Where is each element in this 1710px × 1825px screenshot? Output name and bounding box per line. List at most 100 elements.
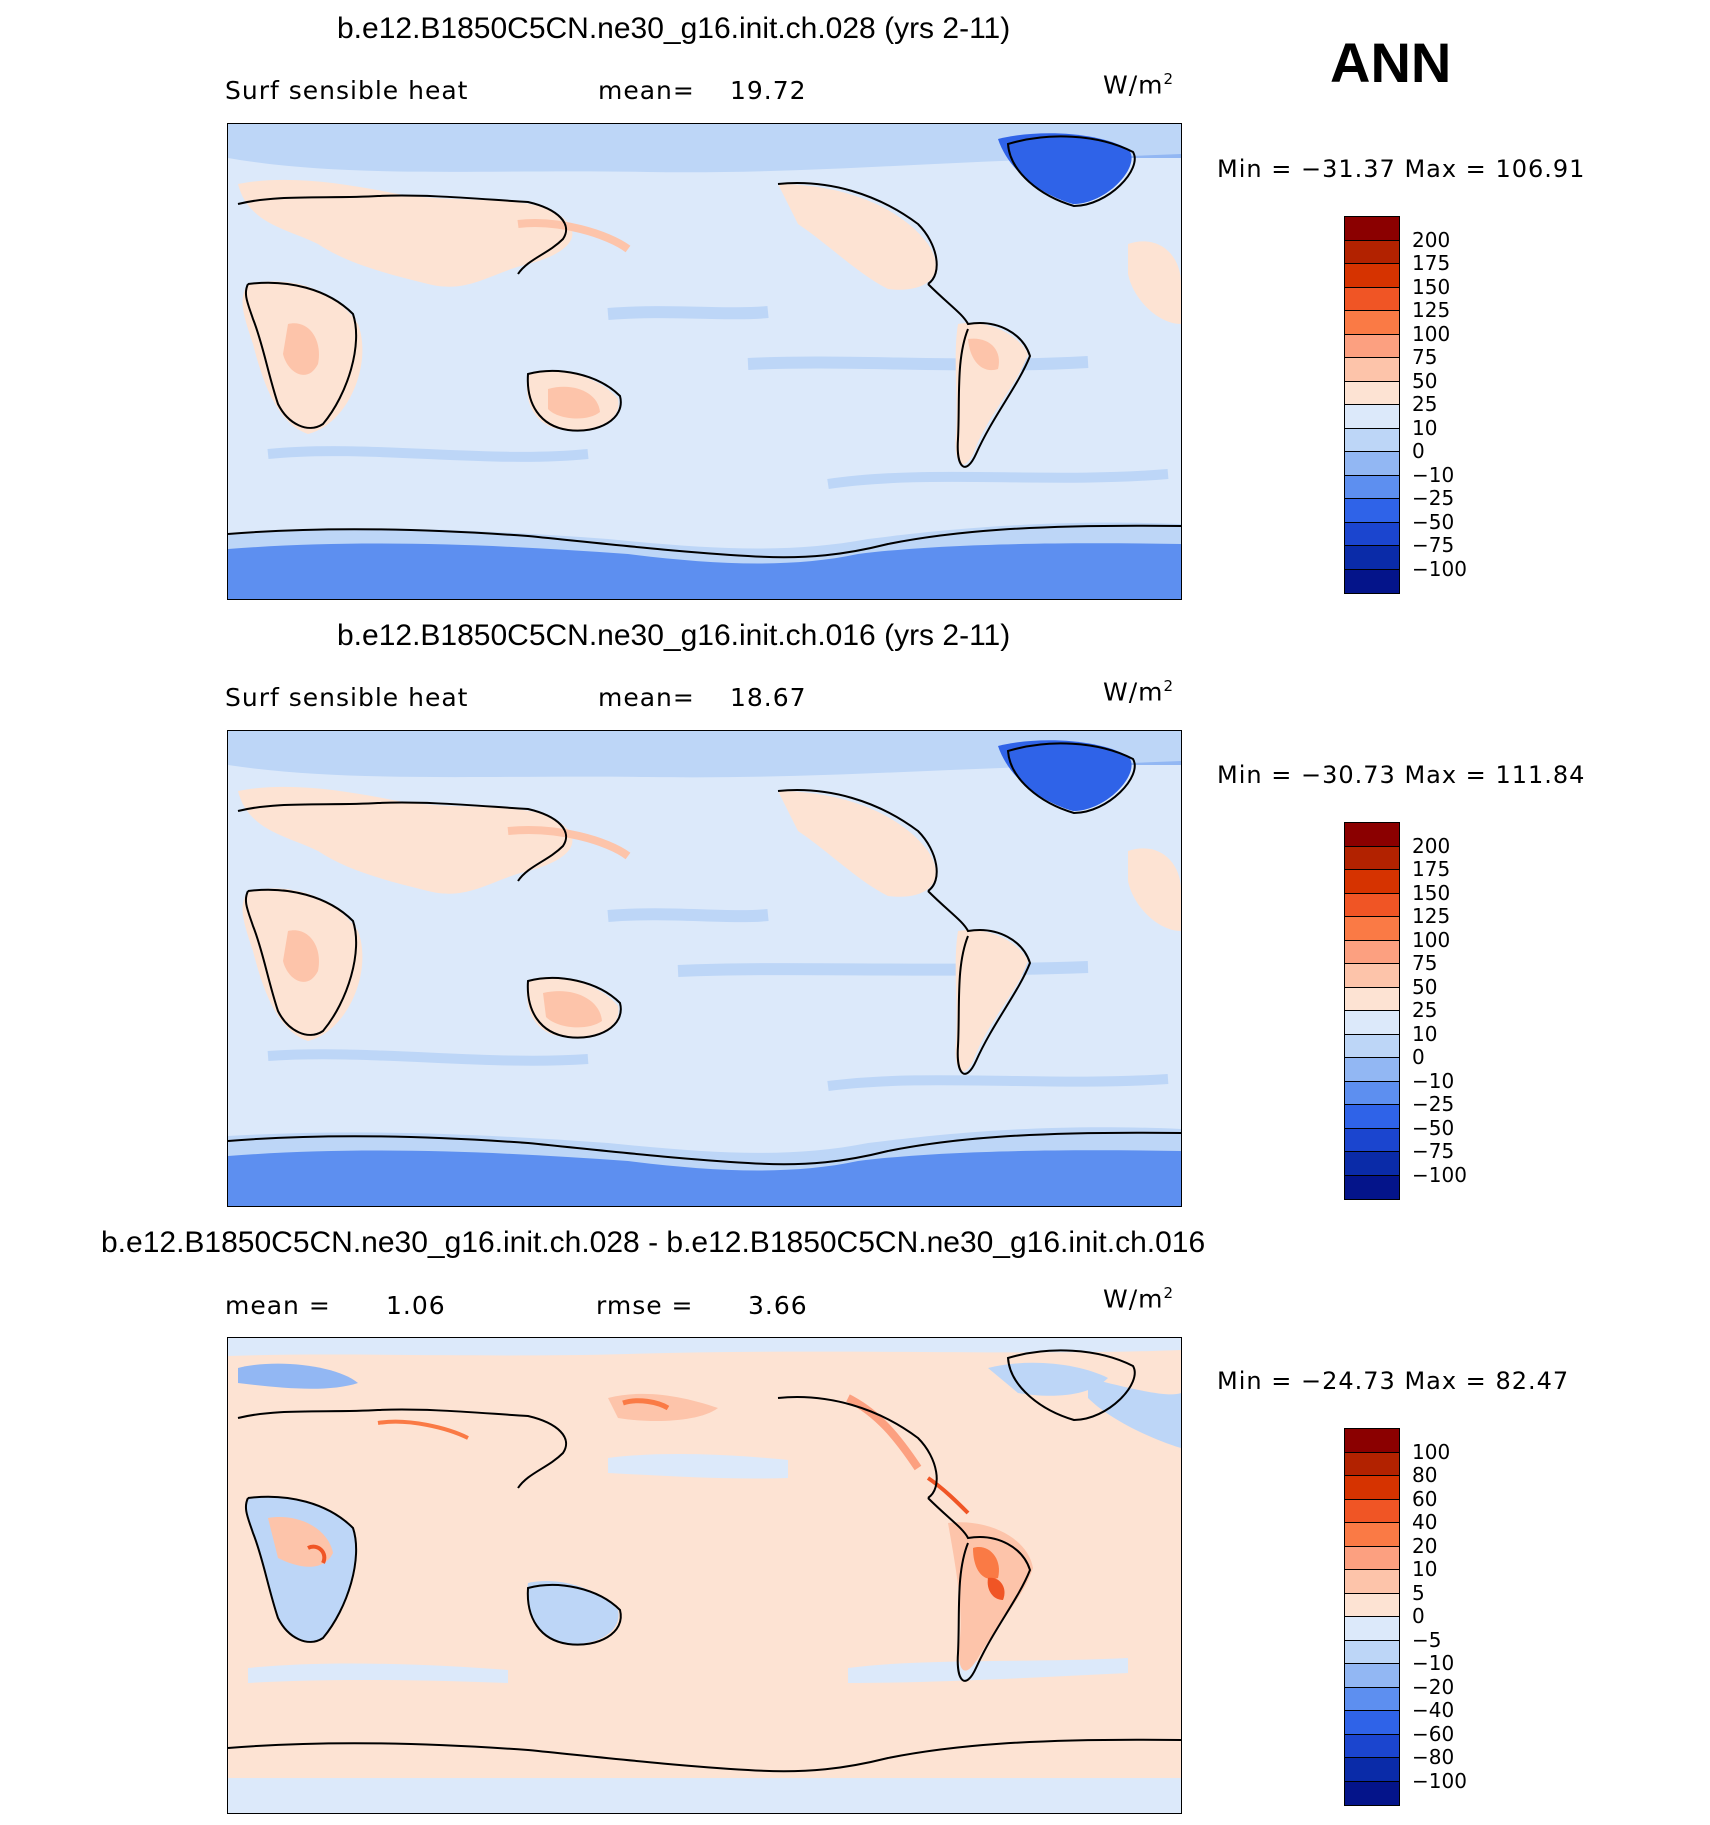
- colorbar-tick-label: 150: [1412, 274, 1451, 299]
- colorbar-tick-label: 50: [1412, 974, 1438, 999]
- map-case-016: [227, 730, 1182, 1207]
- colorbar-tick-label: 100: [1412, 1439, 1451, 1464]
- colorbar-swatch: [1345, 334, 1399, 358]
- colorbar-tick-label: −75: [1412, 533, 1455, 557]
- mean-value: 1.06: [386, 1291, 446, 1320]
- colorbar-swatch: [1345, 240, 1399, 264]
- colorbar-tick-label: 0: [1412, 439, 1425, 463]
- colorbar-tick-label: 200: [1412, 227, 1451, 252]
- colorbar-swatch: [1345, 1523, 1399, 1547]
- colorbar-tick-label: −50: [1412, 1115, 1455, 1140]
- map-difference: [227, 1337, 1182, 1814]
- colorbar-swatch: [1345, 1593, 1399, 1617]
- colorbar-tick-label: −100: [1412, 1768, 1467, 1793]
- colorbar-swatch: [1345, 917, 1399, 941]
- colorbar-swatch: [1345, 1429, 1399, 1453]
- colorbar-tick-label: −100: [1412, 556, 1467, 581]
- variable-label: Surf sensible heat: [225, 683, 469, 712]
- colorbar-swatch: [1345, 428, 1399, 452]
- colorbar-tick-label: 50: [1412, 368, 1438, 393]
- colorbar-swatch: [1345, 893, 1399, 917]
- colorbar-swatch: [1345, 1105, 1399, 1129]
- colorbar-tick-label: −40: [1412, 1698, 1455, 1722]
- colorbar-tick-label: 5: [1412, 1580, 1425, 1605]
- colorbar-swatch: [1345, 569, 1399, 593]
- colorbar-tick-label: 0: [1412, 1045, 1425, 1069]
- colorbar-swatch: [1345, 1570, 1399, 1594]
- colorbar-tick-label: 100: [1412, 321, 1451, 346]
- mean-label: mean=: [598, 683, 695, 712]
- colorbar-tick-label: 100: [1412, 927, 1451, 952]
- min-max-readout: Min = −30.73 Max = 111.84: [1217, 761, 1586, 789]
- colorbar-swatch: [1345, 1152, 1399, 1176]
- units-label: W/m2: [1103, 1284, 1175, 1314]
- colorbar-swatch: [1345, 405, 1399, 429]
- colorbar: [1344, 822, 1400, 1200]
- colorbar-swatch: [1345, 1081, 1399, 1105]
- colorbar-tick-label: 20: [1412, 1533, 1438, 1558]
- colorbar-swatch: [1345, 546, 1399, 570]
- colorbar-tick-label: −100: [1412, 1162, 1467, 1187]
- map-field: [228, 124, 1181, 599]
- colorbar-tick-label: −25: [1412, 1092, 1455, 1116]
- variable-label: Surf sensible heat: [225, 76, 469, 105]
- colorbar-swatch: [1345, 1664, 1399, 1688]
- colorbar-tick-label: 10: [1412, 1021, 1438, 1046]
- mean-label: mean=: [598, 76, 695, 105]
- colorbar-swatch: [1345, 358, 1399, 382]
- colorbar-swatch: [1345, 287, 1399, 311]
- colorbar-swatch: [1345, 522, 1399, 546]
- colorbar-swatch: [1345, 1687, 1399, 1711]
- rmse-label: rmse =: [596, 1291, 694, 1320]
- colorbar-tick-label: −75: [1412, 1139, 1455, 1163]
- colorbar-swatch: [1345, 846, 1399, 870]
- units-label: W/m2: [1103, 677, 1175, 707]
- colorbar-swatch: [1345, 1734, 1399, 1758]
- colorbar-tick-label: 125: [1412, 298, 1451, 322]
- colorbar-tick-label: 0: [1412, 1604, 1425, 1628]
- colorbar-swatch: [1345, 1452, 1399, 1476]
- mean-label: mean =: [225, 1291, 331, 1320]
- colorbar-swatch: [1345, 1476, 1399, 1500]
- min-max-readout: Min = −31.37 Max = 106.91: [1217, 155, 1586, 183]
- colorbar-tick-label: −5: [1412, 1627, 1442, 1652]
- colorbar-swatch: [1345, 1546, 1399, 1570]
- colorbar-swatch: [1345, 1758, 1399, 1782]
- colorbar-tick-label: −60: [1412, 1721, 1455, 1746]
- colorbar-tick-label: 200: [1412, 833, 1451, 858]
- colorbar-tick-label: −50: [1412, 509, 1455, 534]
- map-field: [228, 731, 1181, 1206]
- min-max-readout: Min = −24.73 Max = 82.47: [1217, 1367, 1570, 1395]
- colorbar-swatch: [1345, 1011, 1399, 1035]
- colorbar-tick-label: 10: [1412, 1557, 1438, 1581]
- colorbar-tick-label: −20: [1412, 1674, 1455, 1699]
- colorbar-tick-label: 60: [1412, 1486, 1438, 1511]
- colorbar-swatch: [1345, 940, 1399, 964]
- colorbar-tick-label: 40: [1412, 1510, 1438, 1534]
- colorbar-tick-label: 10: [1412, 415, 1438, 440]
- panel-title: b.e12.B1850C5CN.ne30_g16.init.ch.028 - b…: [101, 1226, 1206, 1259]
- colorbar-tick-label: 150: [1412, 880, 1451, 905]
- colorbar-swatch: [1345, 475, 1399, 499]
- colorbar-tick-label: −10: [1412, 1651, 1455, 1675]
- mean-value: 19.72: [730, 76, 807, 105]
- colorbar: [1344, 216, 1400, 594]
- colorbar-tick-label: 25: [1412, 998, 1438, 1022]
- colorbar-tick-label: −25: [1412, 486, 1455, 510]
- colorbar-swatch: [1345, 1640, 1399, 1664]
- map-case-028: [227, 123, 1182, 600]
- colorbar-swatch: [1345, 1058, 1399, 1082]
- map-field: [228, 1338, 1181, 1813]
- colorbar-tick-label: −10: [1412, 1068, 1455, 1093]
- units-label: W/m2: [1103, 70, 1175, 100]
- colorbar-swatch: [1345, 264, 1399, 288]
- rmse-value: 3.66: [748, 1291, 808, 1320]
- colorbar-swatch: [1345, 1711, 1399, 1735]
- colorbar-swatch: [1345, 987, 1399, 1011]
- colorbar-tick-label: −10: [1412, 462, 1455, 487]
- colorbar-swatch: [1345, 452, 1399, 476]
- colorbar-swatch: [1345, 1034, 1399, 1058]
- panel-title: b.e12.B1850C5CN.ne30_g16.init.ch.028 (yr…: [337, 12, 1011, 45]
- colorbar-tick-label: 25: [1412, 392, 1438, 416]
- colorbar-tick-label: −80: [1412, 1745, 1455, 1769]
